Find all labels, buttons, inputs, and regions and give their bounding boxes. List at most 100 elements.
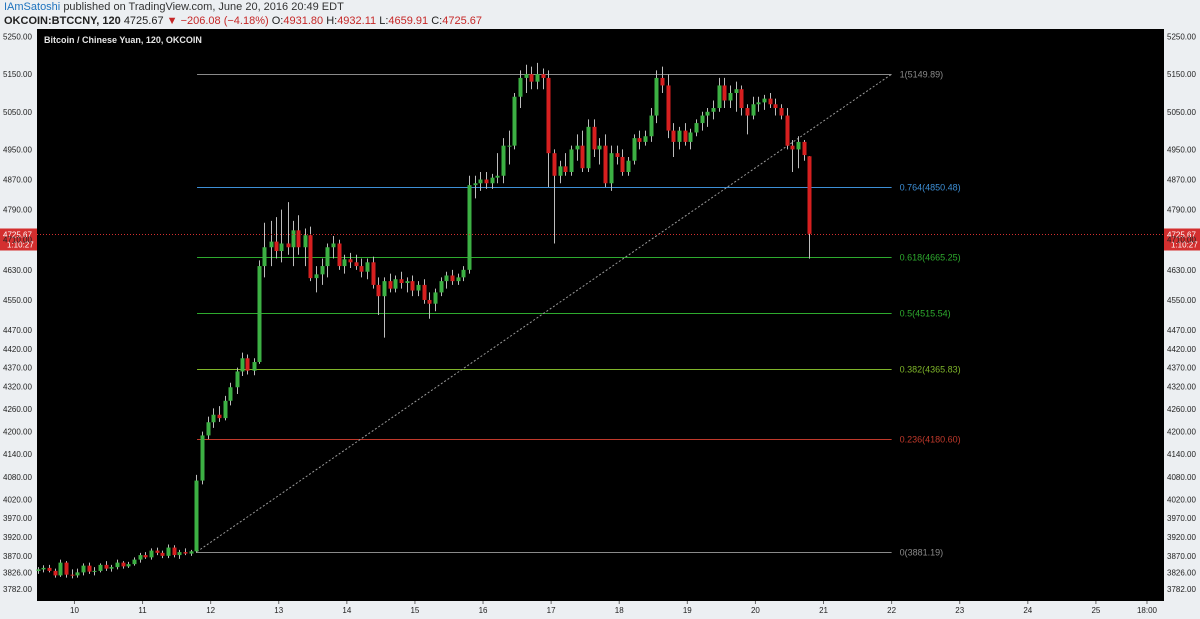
candle-body — [688, 132, 693, 142]
candle-body — [342, 259, 347, 267]
candle-body — [552, 153, 557, 176]
candle-body — [92, 570, 97, 572]
candle-body — [354, 262, 359, 267]
candle-body — [245, 358, 250, 371]
down-arrow-icon: ▼ — [166, 15, 178, 27]
candle-body — [450, 275, 455, 282]
candle-body — [478, 179, 483, 184]
symbol-label: OKCOIN:BTCCNY, 120 — [4, 15, 121, 27]
x-tick-label: 14 — [342, 606, 351, 615]
y-tick-left: 4080.00 — [3, 473, 32, 482]
y-tick-right: 3782.00 — [1167, 585, 1196, 594]
candle-body — [751, 104, 756, 116]
candle-body — [626, 160, 631, 172]
high-label: H: — [326, 15, 338, 27]
trendline[interactable] — [196, 73, 892, 553]
candle-body — [138, 555, 143, 560]
last-price-value: 4725.67 — [1167, 231, 1196, 240]
candle-body — [637, 138, 642, 142]
candle-body — [773, 104, 778, 109]
x-tick-label: 15 — [410, 606, 419, 615]
candle-body — [75, 572, 80, 576]
bar-countdown: 1:10:27 — [1171, 241, 1198, 250]
x-tick-label: 20 — [751, 606, 760, 615]
candle-body — [410, 281, 415, 291]
candle-body — [132, 559, 137, 565]
candle-body — [331, 243, 336, 248]
low-value: 4659.91 — [388, 15, 429, 27]
candle-body — [620, 156, 625, 172]
candle-body — [529, 74, 534, 82]
candle-body — [711, 108, 716, 112]
candle-body — [739, 89, 744, 109]
y-tick-left: 4020.00 — [3, 495, 32, 504]
candle-body — [666, 85, 671, 131]
y-tick-left: 5150.00 — [3, 70, 32, 79]
candle-body — [388, 281, 393, 289]
candle-body — [348, 259, 353, 263]
y-tick-right: 4710.00 — [1167, 236, 1196, 245]
candle-body — [603, 145, 608, 184]
author-link[interactable]: IAmSatoshi — [4, 1, 61, 13]
fib-level-label: 1(5149.89) — [900, 70, 944, 80]
candle-body — [252, 362, 257, 371]
candle-body — [558, 166, 563, 176]
high-value: 4932.11 — [337, 15, 377, 27]
candle-body — [632, 138, 637, 161]
y-tick-right: 4080.00 — [1167, 473, 1196, 482]
bar-countdown: 1:10:27 — [7, 241, 34, 250]
candle-body — [807, 156, 812, 234]
y-tick-right: 4200.00 — [1167, 428, 1196, 437]
candle-body — [756, 102, 761, 105]
y-tick-left: 5250.00 — [3, 33, 32, 42]
last-price-tag — [1164, 228, 1200, 251]
candle-body — [98, 564, 103, 571]
candle-body — [705, 111, 710, 116]
time-axis[interactable]: 10 11 12 13 14 15 16 17 18 19 20 21 22 23 24 25 18:00 — [70, 601, 1158, 615]
y-tick-right: 4320.00 — [1167, 383, 1196, 392]
candle-body — [700, 115, 705, 124]
x-tick-label: 24 — [1023, 606, 1032, 615]
candle-body — [535, 74, 540, 82]
publish-info: IAmSatoshi published on TradingView.com,… — [4, 1, 344, 15]
y-tick-right: 4020.00 — [1167, 495, 1196, 504]
candle-body — [206, 422, 211, 436]
candle-body — [518, 77, 523, 97]
candle-body — [286, 243, 291, 248]
candle-body — [722, 85, 727, 101]
candle-body — [768, 98, 773, 105]
price-axis[interactable]: 5250.00 5250.00 5150.00 5150.00 5050.00 5050.… — [3, 33, 1196, 594]
candle-body — [671, 130, 676, 142]
candle-body — [41, 567, 46, 570]
candle-body — [64, 562, 69, 575]
candle-body — [597, 145, 602, 150]
candle-body — [467, 185, 472, 270]
candle-body — [183, 552, 188, 554]
trendline-path[interactable] — [196, 73, 892, 553]
candle-body — [143, 555, 148, 558]
candle-body — [121, 562, 126, 567]
y-tick-right: 4260.00 — [1167, 405, 1196, 414]
candle-body — [473, 183, 478, 186]
candle-body — [507, 145, 512, 147]
candle-body — [796, 141, 801, 150]
candle-body — [155, 550, 160, 553]
candle-body — [279, 243, 284, 252]
candle-body — [115, 562, 120, 568]
candle-body — [785, 115, 790, 146]
y-tick-left: 3782.00 — [3, 585, 32, 594]
x-tick-label: 11 — [138, 606, 147, 615]
candle-body — [501, 145, 506, 176]
candle-body — [405, 281, 410, 284]
y-tick-left: 4320.00 — [3, 383, 32, 392]
y-tick-left: 4140.00 — [3, 450, 32, 459]
plot-area[interactable] — [37, 29, 1164, 601]
candle-body — [47, 567, 52, 571]
x-tick-label: 17 — [547, 606, 556, 615]
ohlc-bar: OKCOIN:BTCCNY, 120 4725.67 ▼ −206.08 (−4… — [4, 15, 482, 29]
y-tick-right: 3870.00 — [1167, 552, 1196, 561]
low-label: L: — [379, 15, 389, 27]
last-price-tag — [0, 228, 37, 251]
last-price: 4725.67 — [123, 15, 164, 27]
